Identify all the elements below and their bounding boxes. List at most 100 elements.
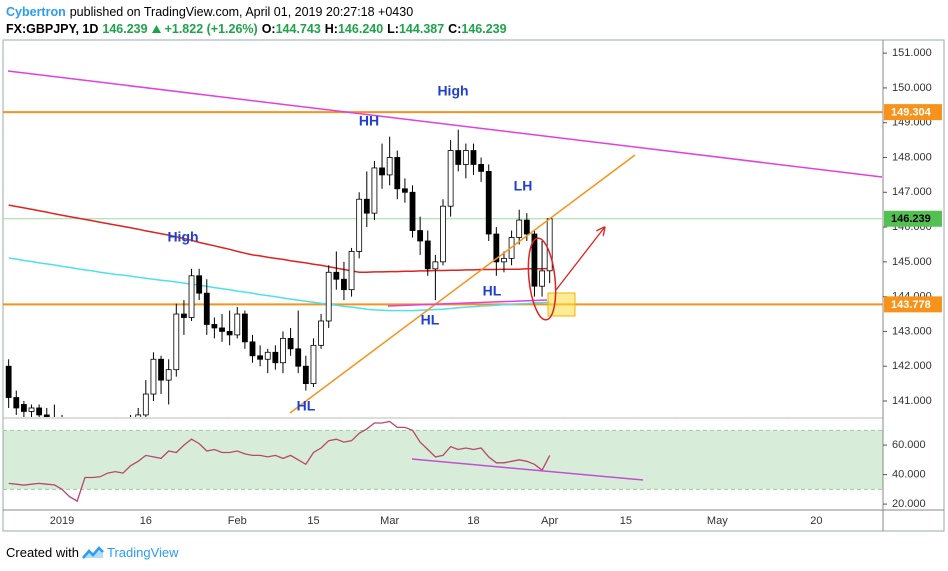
candle-body bbox=[485, 171, 492, 235]
rsi-band bbox=[3, 430, 883, 490]
candle-body bbox=[181, 313, 187, 318]
annotation: HL bbox=[483, 283, 502, 299]
candle-body bbox=[501, 257, 507, 263]
candle-body bbox=[203, 292, 210, 325]
candle-body bbox=[325, 271, 332, 322]
price-tag bbox=[884, 210, 942, 227]
annotation: LH bbox=[514, 178, 533, 194]
candle-body bbox=[211, 324, 218, 329]
candle-body bbox=[20, 404, 27, 412]
footer-brand[interactable]: TradingView bbox=[106, 545, 179, 560]
resistance-trendline bbox=[7, 70, 883, 178]
candle-body bbox=[379, 167, 385, 176]
rsi-tick-label: 40.000 bbox=[892, 468, 926, 480]
candle-body bbox=[28, 407, 35, 412]
candle-body bbox=[363, 198, 370, 214]
hl-line bbox=[387, 299, 548, 307]
moving-average bbox=[8, 257, 550, 312]
x-tick-label: Feb bbox=[228, 515, 247, 527]
candle-body bbox=[401, 188, 408, 193]
projection-arrow bbox=[555, 228, 604, 291]
candle-body bbox=[409, 191, 416, 231]
candle-body bbox=[386, 157, 393, 176]
candle-body bbox=[440, 205, 446, 263]
candle-body bbox=[356, 198, 363, 252]
candle-body bbox=[371, 167, 378, 214]
price-tag-label: 149.304 bbox=[891, 107, 932, 119]
symbol: FX:GBPJPY, 1D bbox=[6, 22, 99, 36]
candle-body bbox=[173, 313, 180, 371]
candle-body bbox=[196, 275, 203, 294]
x-tick-label: 16 bbox=[140, 515, 152, 527]
ohlc-value: 146.240 bbox=[337, 22, 384, 36]
candle-body bbox=[424, 240, 431, 270]
candle-body bbox=[478, 164, 485, 172]
candle-body bbox=[333, 271, 340, 280]
candle-body bbox=[226, 331, 233, 336]
candle-body bbox=[447, 150, 454, 207]
annotation: HH bbox=[359, 113, 379, 129]
annotation: High bbox=[437, 83, 468, 99]
candle-body bbox=[432, 261, 439, 270]
price-tag-label: 146.239 bbox=[891, 213, 931, 225]
y-tick-label: 150.000 bbox=[892, 82, 932, 94]
x-tick-label: 15 bbox=[620, 515, 632, 527]
candle-body bbox=[470, 150, 477, 165]
candle-body bbox=[142, 393, 149, 416]
candle-body bbox=[523, 219, 530, 235]
candle-body bbox=[531, 233, 538, 287]
price: 146.239 bbox=[102, 22, 148, 36]
candle-body bbox=[135, 414, 142, 417]
support-trendline bbox=[289, 154, 636, 414]
x-tick-label: 20 bbox=[810, 515, 822, 527]
y-tick-label: 148.000 bbox=[892, 151, 932, 163]
annotation: High bbox=[167, 229, 198, 245]
candle-body bbox=[417, 230, 424, 242]
author[interactable]: Cybertron bbox=[6, 5, 66, 19]
symbol-line: FX:GBPJPY, 1D 146.239 +1.822 (+1.26%) O:… bbox=[6, 22, 507, 36]
candle-body bbox=[302, 365, 309, 385]
price-tag-label: 143.778 bbox=[891, 299, 931, 311]
candle-body bbox=[272, 351, 279, 364]
rsi-tick-label: 60.000 bbox=[892, 439, 926, 451]
candle-body bbox=[318, 320, 324, 346]
price-tag bbox=[884, 296, 942, 313]
x-tick-label: 15 bbox=[307, 515, 319, 527]
y-tick-label: 151.000 bbox=[892, 47, 932, 59]
candle-body bbox=[165, 369, 172, 381]
annotation: HL bbox=[421, 312, 440, 328]
candle-body bbox=[348, 251, 355, 291]
x-tick-label: Apr bbox=[541, 515, 558, 527]
y-tick-label: 141.000 bbox=[892, 395, 932, 407]
publish-line: Cybertron published on TradingView.com, … bbox=[6, 5, 413, 19]
candle-body bbox=[516, 219, 523, 238]
candle-body bbox=[455, 150, 462, 165]
ohlc-value: 144.387 bbox=[398, 22, 445, 36]
candle-body bbox=[493, 233, 500, 263]
ohlc-label: H: bbox=[324, 22, 338, 36]
footer-text: Created with bbox=[6, 545, 79, 560]
ohlc-value: 144.743 bbox=[275, 22, 321, 36]
candle-body bbox=[158, 358, 164, 381]
rsi-divergence-line bbox=[411, 458, 644, 481]
rsi-line bbox=[8, 420, 551, 503]
candle-body bbox=[287, 337, 294, 350]
candle-body bbox=[13, 397, 20, 409]
candle-body bbox=[546, 218, 553, 272]
ohlc-label: L: bbox=[387, 22, 399, 36]
candle-body bbox=[264, 351, 271, 360]
y-tick-label: 142.000 bbox=[892, 360, 932, 372]
candle-body bbox=[341, 278, 347, 291]
annotation: HL bbox=[297, 398, 316, 414]
up-triangle bbox=[151, 25, 161, 33]
candle-body bbox=[188, 275, 195, 318]
candle-body bbox=[43, 414, 50, 417]
x-tick-label: 18 bbox=[467, 515, 479, 527]
candle-body bbox=[310, 344, 317, 385]
candle-body bbox=[219, 327, 225, 332]
footer: Created with TradingView bbox=[6, 545, 179, 560]
tv-logo bbox=[82, 545, 104, 559]
x-tick-label: 2019 bbox=[50, 515, 74, 527]
